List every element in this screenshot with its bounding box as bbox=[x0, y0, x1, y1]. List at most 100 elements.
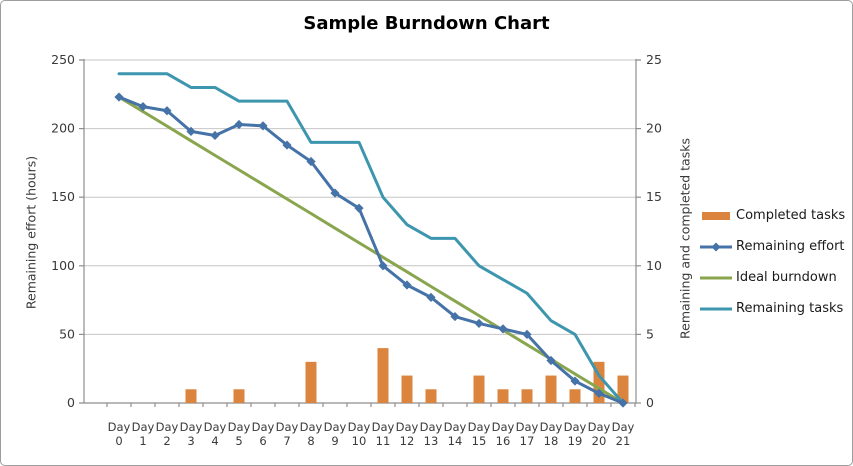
x-tick-label: Day bbox=[516, 420, 539, 434]
x-tick-label: 7 bbox=[283, 434, 290, 448]
bar-completed-tasks bbox=[233, 389, 245, 403]
x-tick-label: 15 bbox=[472, 434, 487, 448]
marker-remaining-effort bbox=[234, 119, 244, 130]
x-tick-label: Day bbox=[540, 420, 563, 434]
x-tick-label: 8 bbox=[307, 434, 314, 448]
y-tick-label-left: 50 bbox=[59, 326, 75, 341]
bar-completed-tasks bbox=[305, 361, 317, 403]
y-tick-label-right: 10 bbox=[646, 258, 662, 273]
x-tick-label: 9 bbox=[331, 434, 338, 448]
x-tick-label: 3 bbox=[187, 434, 194, 448]
bar-completed-tasks bbox=[497, 389, 509, 403]
marker-remaining-effort bbox=[306, 156, 316, 167]
x-tick-label: 11 bbox=[376, 434, 391, 448]
x-tick-label: Day bbox=[588, 420, 611, 434]
x-tick-label: Day bbox=[180, 420, 203, 434]
marker-remaining-effort bbox=[450, 311, 460, 322]
x-tick-label: 1 bbox=[139, 434, 146, 448]
x-tick-label: 19 bbox=[568, 434, 583, 448]
legend-item-ideal-burndown: Ideal burndown bbox=[700, 262, 850, 293]
y-tick-label-right: 25 bbox=[646, 52, 662, 67]
marker-remaining-effort bbox=[618, 398, 628, 408]
series-line-ideal-burndown bbox=[117, 95, 625, 405]
bar-completed-tasks bbox=[377, 348, 389, 403]
chart-title: Sample Burndown Chart bbox=[303, 13, 550, 34]
legend-label: Remaining tasks bbox=[736, 301, 844, 316]
legend-label: Completed tasks bbox=[736, 208, 846, 223]
x-tick-label: 18 bbox=[544, 434, 559, 448]
x-tick-label: Day bbox=[372, 420, 395, 434]
y-tick-label-left: 150 bbox=[51, 189, 75, 204]
x-tick-label: 14 bbox=[448, 434, 463, 448]
x-tick-label: 6 bbox=[259, 434, 266, 448]
y-tick-label-right: 0 bbox=[646, 395, 654, 410]
x-tick-label: Day bbox=[156, 420, 179, 434]
bar-completed-tasks bbox=[425, 389, 437, 403]
marker-remaining-effort bbox=[258, 121, 268, 131]
marker-remaining-effort bbox=[570, 376, 580, 386]
y-tick-label-right: 20 bbox=[646, 121, 662, 136]
x-tick-label: 10 bbox=[352, 434, 367, 448]
y-tick-label-left: 250 bbox=[51, 52, 75, 67]
marker-remaining-effort bbox=[282, 140, 292, 150]
y-tick-label-left: 200 bbox=[51, 121, 75, 136]
x-tick-label: 16 bbox=[496, 434, 511, 448]
x-tick-label: 17 bbox=[520, 434, 535, 448]
x-tick-label: Day bbox=[444, 420, 467, 434]
bar-completed-tasks bbox=[569, 389, 581, 403]
y-tick-label-left: 100 bbox=[51, 258, 75, 273]
marker-remaining-effort bbox=[162, 106, 172, 116]
marker-remaining-effort bbox=[426, 292, 436, 302]
x-tick-label: 5 bbox=[235, 434, 242, 448]
bar-completed-tasks bbox=[521, 389, 533, 403]
x-tick-label: Day bbox=[108, 420, 131, 434]
x-tick-label: Day bbox=[396, 420, 419, 434]
legend-label: Remaining effort bbox=[736, 239, 845, 254]
remaining-tasks-swatch-icon bbox=[700, 303, 732, 315]
x-tick-label: Day bbox=[468, 420, 491, 434]
x-tick-label: 4 bbox=[211, 434, 218, 448]
x-tick-label: 2 bbox=[163, 434, 170, 448]
legend-item-remaining-tasks: Remaining tasks bbox=[700, 293, 850, 324]
x-tick-label: Day bbox=[132, 420, 155, 434]
x-tick-label: 12 bbox=[400, 434, 415, 448]
x-tick-label: 13 bbox=[424, 434, 439, 448]
marker-remaining-effort bbox=[114, 92, 124, 102]
x-tick-label: Day bbox=[324, 420, 347, 434]
x-tick-label: Day bbox=[564, 420, 587, 434]
legend-label: Ideal burndown bbox=[736, 270, 837, 285]
x-tick-label: Day bbox=[420, 420, 443, 434]
x-tick-label: Day bbox=[612, 420, 635, 434]
completed-tasks-swatch-icon bbox=[700, 210, 732, 222]
bar-completed-tasks bbox=[473, 375, 485, 403]
marker-remaining-effort bbox=[378, 261, 388, 271]
series-line-remaining-tasks bbox=[117, 72, 625, 405]
marker-remaining-effort bbox=[594, 388, 604, 398]
marker-remaining-effort bbox=[210, 130, 220, 141]
marker-remaining-effort bbox=[498, 324, 508, 334]
legend-item-remaining-effort: Remaining effort bbox=[700, 231, 850, 262]
x-tick-label: Day bbox=[348, 420, 371, 434]
bar-completed-tasks bbox=[401, 375, 413, 403]
x-tick-label: Day bbox=[228, 420, 251, 434]
marker-remaining-effort bbox=[522, 329, 532, 339]
x-tick-label: Day bbox=[300, 420, 323, 434]
marker-remaining-effort bbox=[546, 355, 556, 366]
marker-remaining-effort bbox=[186, 126, 196, 136]
marker-remaining-effort bbox=[402, 280, 412, 290]
bar-completed-tasks bbox=[593, 361, 605, 403]
x-tick-label: 21 bbox=[616, 434, 631, 448]
marker-remaining-effort bbox=[138, 102, 148, 112]
bar-completed-tasks bbox=[545, 375, 557, 403]
marker-remaining-effort bbox=[330, 188, 340, 198]
x-tick-label: Day bbox=[204, 420, 227, 434]
series-line-remaining-effort bbox=[117, 95, 625, 405]
marker-remaining-effort bbox=[354, 203, 364, 213]
y-tick-label-right: 5 bbox=[646, 326, 654, 341]
x-tick-label: Day bbox=[252, 420, 275, 434]
x-tick-label: 20 bbox=[592, 434, 607, 448]
marker-remaining-effort bbox=[474, 318, 484, 329]
x-tick-label: 0 bbox=[115, 434, 122, 448]
